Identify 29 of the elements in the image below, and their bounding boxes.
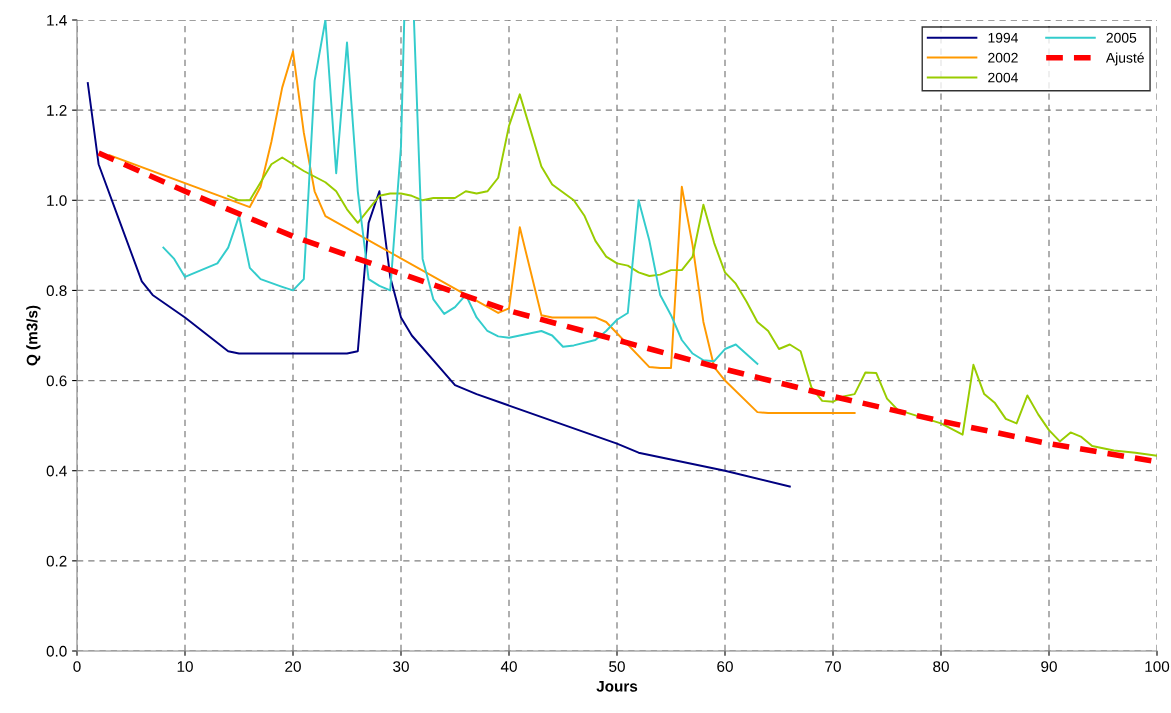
x-tick-label: 50 bbox=[609, 661, 625, 672]
y-tick-label: 0.8 bbox=[46, 285, 67, 297]
y-tick-label: 1.4 bbox=[47, 15, 67, 26]
y-tick-label: 0.2 bbox=[46, 555, 67, 567]
x-tick-label: 0 bbox=[73, 661, 81, 672]
y-axis-title: Q (m3/s) bbox=[26, 305, 41, 366]
x-tick-label: 100 bbox=[1145, 661, 1170, 672]
x-tick-label: 80 bbox=[933, 661, 949, 672]
x-tick-label: 60 bbox=[717, 661, 733, 672]
x-tick-label: 10 bbox=[177, 661, 193, 672]
x-tick-label: 40 bbox=[500, 661, 517, 672]
y-tick-label: 1.2 bbox=[47, 105, 67, 116]
y-tick-label: 0.0 bbox=[46, 645, 67, 657]
legend-label: 2002 bbox=[988, 52, 1018, 63]
legend-label: Ajusté bbox=[1105, 52, 1144, 66]
y-tick-label: 1.0 bbox=[47, 195, 67, 206]
legend-label: 2004 bbox=[988, 72, 1018, 83]
legend-label: 1994 bbox=[988, 32, 1018, 43]
x-tick-label: 70 bbox=[825, 661, 841, 672]
x-tick-label: 90 bbox=[1041, 661, 1057, 672]
y-tick-label: 0.4 bbox=[46, 465, 67, 477]
legend-label: 2005 bbox=[1106, 32, 1137, 43]
x-tick-label: 30 bbox=[393, 661, 409, 672]
line-series bbox=[86, 82, 791, 488]
line-series bbox=[227, 93, 1157, 457]
y-tick-label: 0.6 bbox=[46, 375, 67, 387]
line-series bbox=[108, 50, 856, 414]
x-axis-title: Jours bbox=[596, 681, 638, 692]
x-tick-label: 20 bbox=[285, 661, 301, 672]
